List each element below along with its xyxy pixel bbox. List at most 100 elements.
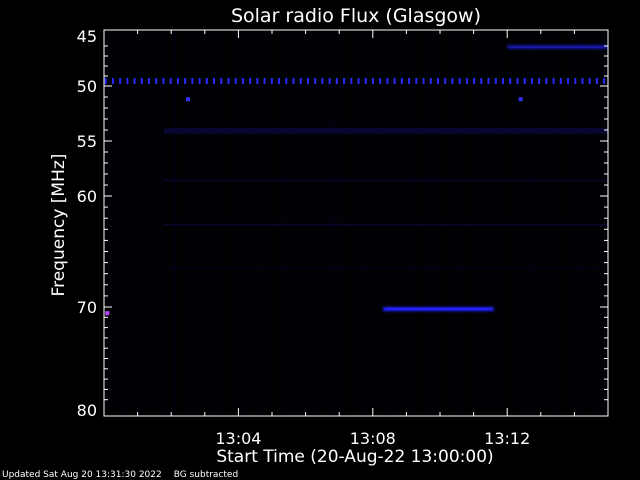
noise-striation [382, 32, 383, 414]
dotted-band-mark [140, 78, 143, 84]
noise-striation [148, 32, 149, 414]
noise-striation [265, 32, 266, 414]
dotted-band-mark [422, 78, 425, 84]
noise-striation [124, 32, 125, 414]
noise-striation [454, 32, 455, 414]
noise-striation [190, 32, 191, 414]
noise-striation [268, 32, 269, 414]
noise-striation [256, 32, 257, 414]
dotted-band-mark [393, 78, 396, 84]
noise-striation [295, 32, 296, 414]
y-axis-label: Frequency [MHz] [49, 154, 69, 297]
noise-striation [505, 32, 506, 414]
noise-striation [214, 32, 215, 414]
noise-striation [520, 32, 521, 414]
noise-striation [307, 32, 308, 414]
noise-striation [541, 32, 542, 414]
noise-striation [580, 32, 581, 414]
dotted-band-mark [567, 78, 570, 84]
noise-striation [262, 32, 263, 414]
noise-striation [217, 32, 218, 414]
noise-striation [562, 32, 563, 414]
dotted-band-mark [119, 78, 122, 84]
dotted-band-mark [487, 78, 490, 84]
noise-striation [445, 32, 446, 414]
noise-striation [391, 32, 392, 414]
noise-striation [331, 32, 332, 414]
noise-striation [241, 32, 242, 414]
noise-striation [361, 32, 362, 414]
dotted-band-mark [603, 78, 606, 84]
noise-striation [151, 32, 152, 414]
noise-striation [181, 32, 182, 414]
dotted-band-mark [256, 78, 259, 84]
noise-striation [253, 32, 254, 414]
noise-striation [166, 32, 167, 414]
noise-striation [169, 32, 170, 414]
dotted-band-mark [241, 78, 244, 84]
noise-striation [592, 32, 593, 414]
noise-striation [313, 32, 314, 414]
noise-striation [322, 32, 323, 414]
x-tick-label: 13:12 [484, 429, 530, 448]
emission-point [105, 311, 110, 316]
noise-striation [409, 32, 410, 414]
noise-striation [289, 32, 290, 414]
dotted-band-mark [386, 78, 389, 84]
plot-background [104, 30, 608, 416]
noise-striation [196, 32, 197, 414]
noise-striation [139, 32, 140, 414]
dotted-band-mark [552, 78, 555, 84]
noise-striation [298, 32, 299, 414]
dotted-band-mark [198, 78, 201, 84]
noise-striation [175, 32, 176, 414]
noise-striation [187, 32, 188, 414]
dotted-band-mark [516, 78, 519, 84]
dotted-band-mark [278, 78, 281, 84]
haze-band [164, 179, 608, 182]
noise-striation [340, 32, 341, 414]
dotted-band-mark [436, 78, 439, 84]
emission-point [186, 97, 190, 102]
dotted-band-mark [574, 78, 577, 84]
emission-band-core [386, 308, 490, 311]
dotted-band-mark [111, 78, 114, 84]
noise-striation [118, 32, 119, 414]
dotted-band-mark [523, 78, 526, 84]
dotted-band-mark [473, 78, 476, 84]
noise-striation [112, 32, 113, 414]
dotted-band-mark [379, 78, 382, 84]
y-tick-label: 60 [77, 187, 97, 206]
noise-striation [487, 32, 488, 414]
noise-striation [442, 32, 443, 414]
noise-striation [271, 32, 272, 414]
dotted-band-mark [451, 78, 454, 84]
noise-striation [379, 32, 380, 414]
noise-striation [142, 32, 143, 414]
noise-striation [478, 32, 479, 414]
noise-striation [397, 32, 398, 414]
noise-striation [565, 32, 566, 414]
dotted-band-mark [458, 78, 461, 84]
noise-striation [535, 32, 536, 414]
noise-striation [355, 32, 356, 414]
noise-striation [424, 32, 425, 414]
footer: Updated Sat Aug 20 13:31:30 2022 BG subtr… [2, 470, 250, 480]
noise-striation [109, 32, 110, 414]
noise-striation [568, 32, 569, 414]
dotted-band-mark [588, 78, 591, 84]
noise-striation [403, 32, 404, 414]
noise-striation [343, 32, 344, 414]
dotted-band-mark [545, 78, 548, 84]
x-tick-label: 13:08 [350, 429, 396, 448]
noise-striation [328, 32, 329, 414]
noise-striation [604, 32, 605, 414]
dotted-band-mark [104, 78, 107, 84]
dotted-band-mark [364, 78, 367, 84]
noise-striation [205, 32, 206, 414]
y-tick-label: 50 [77, 77, 97, 96]
noise-striation [145, 32, 146, 414]
noise-striation [136, 32, 137, 414]
noise-striation [385, 32, 386, 414]
